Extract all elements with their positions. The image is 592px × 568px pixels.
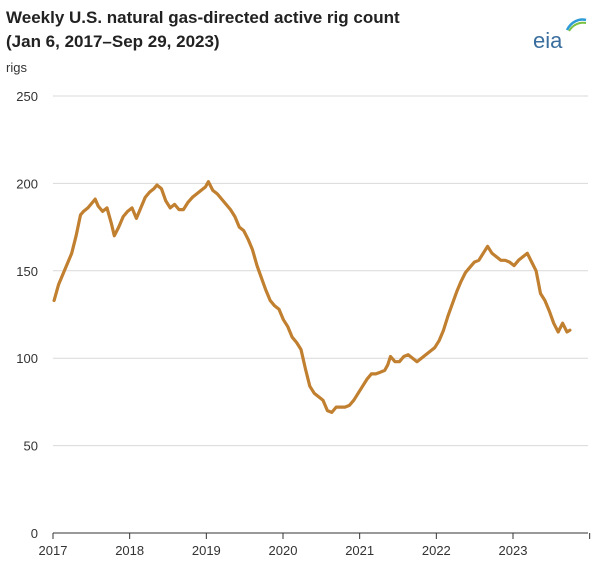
eia-logo-text: eia (533, 28, 563, 53)
x-tick-label-2018: 2018 (115, 543, 144, 558)
x-tick-label-2021: 2021 (345, 543, 374, 558)
y-tick-label-150: 150 (16, 264, 38, 279)
y-tick-label-0: 0 (31, 526, 38, 541)
y-tick-label-100: 100 (16, 351, 38, 366)
y-tick-label-250: 250 (16, 89, 38, 104)
chart-title-line1: Weekly U.S. natural gas-directed active … (6, 8, 400, 27)
x-tick-label-2019: 2019 (192, 543, 221, 558)
series-line-0 (52, 180, 572, 414)
eia-logo-icon: eia (533, 14, 587, 53)
x-tick-label-2020: 2020 (269, 543, 298, 558)
x-tick-label-2017: 2017 (39, 543, 68, 558)
y-tick-label-200: 200 (16, 176, 38, 191)
y-tick-label-50: 50 (24, 439, 38, 454)
eia-logo-mark (565, 18, 587, 32)
chart-title: Weekly U.S. natural gas-directed active … (6, 6, 526, 54)
x-tick-label-2022: 2022 (422, 543, 451, 558)
y-axis-unit-label: rigs (6, 60, 27, 75)
chart-title-line2: (Jan 6, 2017–Sep 29, 2023) (6, 32, 220, 51)
x-tick-label-2023: 2023 (499, 543, 528, 558)
